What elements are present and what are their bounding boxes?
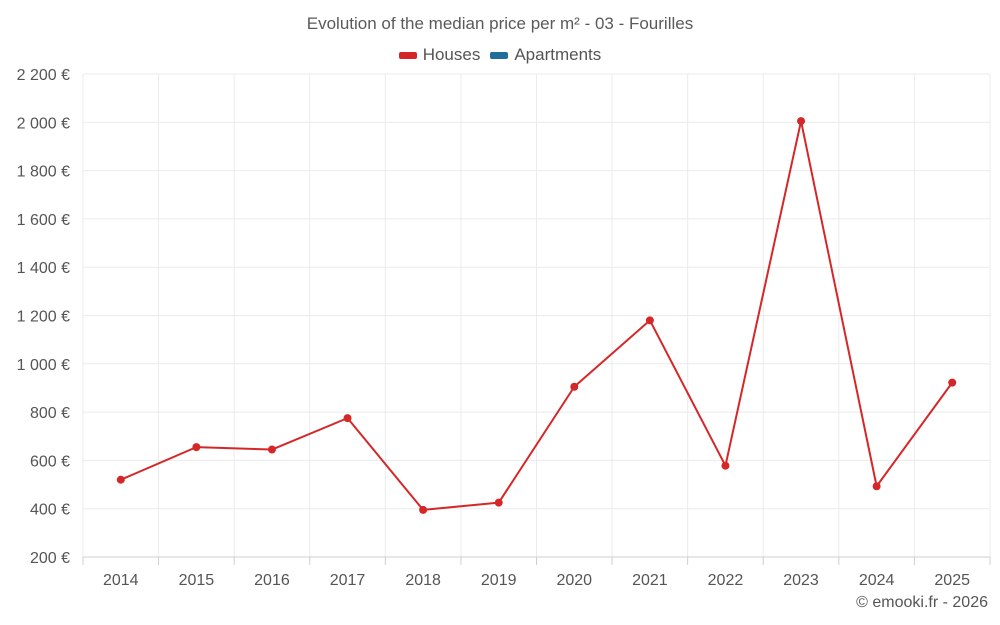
- credit-text: © emooki.fr - 2026: [856, 594, 988, 611]
- y-tick-label: 2 200 €: [17, 67, 70, 84]
- data-point: [872, 482, 881, 491]
- data-point: [645, 316, 654, 325]
- x-tick-label: 2023: [783, 572, 819, 589]
- data-point: [797, 117, 806, 126]
- x-tick-label: 2016: [254, 572, 290, 589]
- legend-label-apartments: Apartments: [514, 45, 602, 64]
- x-tick-label: 2019: [481, 572, 517, 589]
- x-tick-label: 2018: [405, 572, 441, 589]
- legend-item-apartments[interactable]: Apartments: [490, 45, 601, 65]
- x-tick-label: 2021: [632, 572, 668, 589]
- data-point: [343, 414, 352, 423]
- x-tick-label: 2025: [934, 572, 970, 589]
- x-tick-label: 2020: [556, 572, 592, 589]
- y-tick-label: 1 800 €: [17, 164, 70, 181]
- data-point: [494, 498, 503, 507]
- data-point: [192, 443, 201, 452]
- y-tick-label: 1 000 €: [17, 357, 70, 374]
- y-tick-label: 400 €: [30, 502, 70, 519]
- data-point: [419, 505, 428, 514]
- x-tick-label: 2014: [103, 572, 139, 589]
- y-tick-label: 600 €: [30, 453, 70, 470]
- y-tick-label: 200 €: [30, 550, 70, 567]
- series-line-houses: [120, 120, 954, 511]
- legend: Houses Apartments: [0, 45, 1000, 65]
- y-tick-label: 1 200 €: [17, 309, 70, 326]
- data-point: [267, 445, 276, 454]
- legend-item-houses[interactable]: Houses: [398, 45, 481, 65]
- houses-swatch: [398, 51, 417, 59]
- y-tick-label: 2 000 €: [17, 115, 70, 132]
- x-tick-label: 2022: [708, 572, 744, 589]
- apartments-swatch: [490, 51, 509, 59]
- y-tick-label: 1 600 €: [17, 212, 70, 229]
- data-point: [116, 475, 125, 484]
- chart-title: Evolution of the median price per m² - 0…: [306, 14, 694, 33]
- data-point: [570, 382, 579, 391]
- x-tick-label: 2024: [859, 572, 895, 589]
- y-tick-label: 800 €: [30, 405, 70, 422]
- y-tick-label: 1 400 €: [17, 260, 70, 277]
- x-tick-label: 2015: [179, 572, 215, 589]
- data-point: [948, 378, 957, 387]
- data-point: [721, 461, 730, 470]
- x-tick-label: 2017: [330, 572, 366, 589]
- legend-label-houses: Houses: [422, 45, 481, 64]
